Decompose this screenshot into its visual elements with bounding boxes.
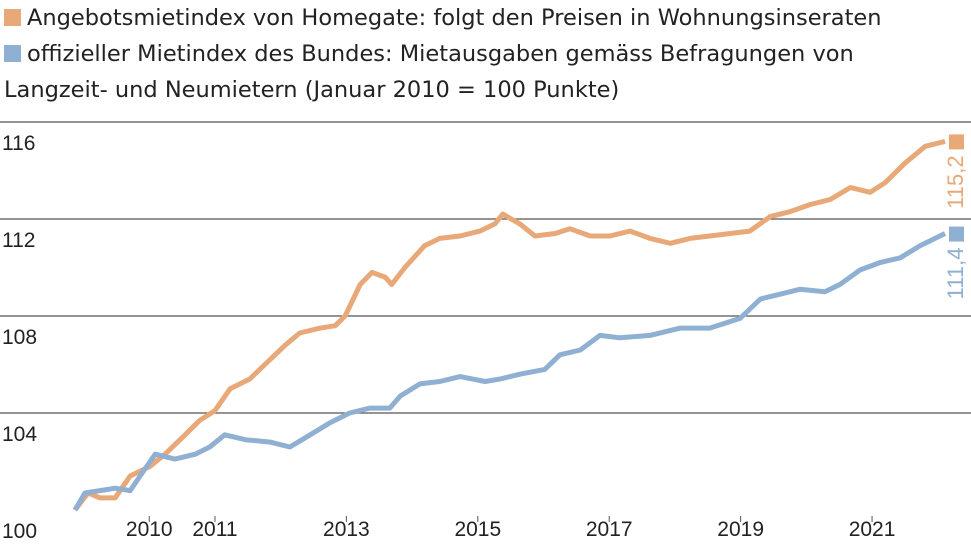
x-tick-label: 2015 [454, 518, 501, 541]
end-marker [949, 134, 964, 150]
legend-label: Angebotsmietindex von Homegate: folgt de… [27, 5, 882, 31]
y-tick-label: 108 [2, 326, 37, 349]
y-tick-label: 100 [2, 520, 37, 543]
x-tick-label: 2021 [849, 518, 896, 541]
y-tick-label: 112 [2, 229, 35, 252]
x-tick-label: 2013 [323, 518, 370, 541]
legend-label: offizieller Mietindex des Bundes: Mietau… [4, 41, 854, 103]
x-tick-label: 2019 [717, 518, 764, 541]
value-label: 115,2 [943, 155, 968, 208]
x-tick-label: 2011 [192, 518, 237, 541]
series-line [72, 231, 947, 512]
legend-entry: offizieller Mietindex des Bundes: Mietau… [4, 36, 964, 108]
series-line [73, 138, 946, 512]
x-tick-label: 2017 [586, 518, 633, 541]
y-tick-label: 104 [2, 423, 37, 446]
legend-entry: Angebotsmietindex von Homegate: folgt de… [4, 0, 964, 36]
legend: Angebotsmietindex von Homegate: folgt de… [4, 0, 964, 108]
legend-swatch [4, 45, 21, 62]
y-tick-label: 116 [2, 132, 35, 155]
legend-swatch [4, 9, 21, 26]
end-marker [949, 226, 964, 242]
value-label: 111,4 [943, 248, 968, 300]
x-tick-label: 2010 [126, 518, 173, 541]
